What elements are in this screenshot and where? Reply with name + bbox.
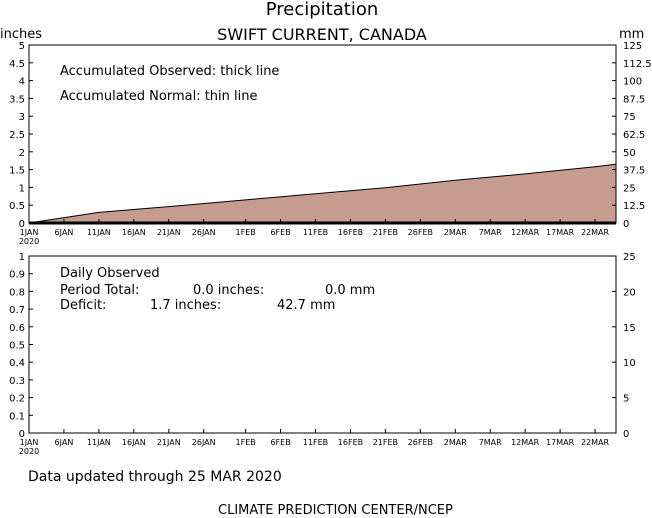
daily-right-tick-label: 20 — [623, 287, 636, 298]
daily-right-tick-label: 15 — [623, 323, 636, 334]
accumulated-left-tick-label: 1 — [19, 183, 25, 194]
accumulated-x-tick-label: 21JAN — [157, 228, 181, 237]
daily-right-tick-label: 0 — [623, 429, 629, 440]
period-total-label: Period Total: — [60, 283, 139, 298]
accumulated-right-tick-label: 112.5 — [623, 59, 652, 70]
accumulated-panel: 0 0.5 1 1.5 2 2.5 3 3.5 4 4.5 5 0 12.5 25 37.5 50 62.5 7… — [9, 41, 652, 246]
daily-left-tick-label: 0.2 — [9, 394, 25, 405]
daily-x-tick-label: 2MAR — [444, 438, 467, 447]
daily-x-tick-label: 6FEB — [270, 438, 290, 447]
accumulated-right-tick-label: 12.5 — [623, 201, 645, 212]
deficit-inches: 1.7 inches: — [150, 298, 221, 313]
accumulated-left-tick-label: 1.5 — [9, 166, 25, 177]
accumulated-left-tick-label: 0 — [19, 219, 25, 230]
right-units-label: mm — [619, 27, 644, 42]
daily-left-tick-label: 1 — [19, 252, 25, 263]
daily-panel: 0 0.1 0.2 0.3 0.4 0.5 0.6 0.7 0.8 0.9 1 0 5 10 15 20 25… — [9, 252, 636, 456]
deficit-mm: 42.7 mm — [277, 298, 335, 313]
daily-x-tick-label: 26JAN — [192, 438, 216, 447]
daily-right-tick-label: 5 — [623, 394, 629, 405]
daily-x-tick-label: 6JAN — [55, 438, 74, 447]
daily-x-tick-label: 17MAR — [546, 438, 575, 447]
accumulated-x-tick-label: 1JAN — [20, 228, 39, 237]
accumulated-right-tick-label: 62.5 — [623, 130, 645, 141]
daily-x-tick-label: 1JAN — [20, 438, 39, 447]
accumulated-normal-legend: Accumulated Normal: thin line — [60, 89, 258, 104]
accumulated-left-tick-label: 3 — [19, 112, 25, 123]
accumulated-x-tick-label: 21FEB — [373, 228, 398, 237]
daily-left-tick-label: 0.7 — [9, 305, 25, 316]
daily-x-tick-label: 7MAR — [479, 438, 502, 447]
daily-left-tick-label: 0.1 — [9, 411, 25, 422]
daily-left-tick-label: 0 — [19, 429, 25, 440]
daily-x-tick-label: 21JAN — [157, 438, 181, 447]
accumulated-right-tick-label: 75 — [623, 112, 636, 123]
accumulated-right-tick-label: 37.5 — [623, 166, 645, 177]
accumulated-left-tick-label: 4 — [19, 77, 25, 88]
daily-x-tick-label: 16FEB — [338, 438, 363, 447]
normal-line — [28, 163, 617, 224]
accumulated-right-tick-label: 125 — [623, 41, 642, 52]
daily-year-label: 2020 — [19, 447, 39, 456]
period-total-inches: 0.0 inches: — [193, 283, 264, 298]
accumulated-right-tick-label: 0 — [623, 219, 629, 230]
daily-x-tick-label: 16JAN — [122, 438, 146, 447]
accumulated-right-tick-label: 100 — [623, 77, 642, 88]
accumulated-x-tick-label: 16FEB — [338, 228, 363, 237]
accumulated-right-tick-label: 50 — [623, 148, 636, 159]
daily-left-tick-label: 0.5 — [9, 341, 25, 352]
accumulated-x-tick-label: 11FEB — [303, 228, 328, 237]
credit-line: CLIMATE PREDICTION CENTER/NCEP — [218, 503, 453, 518]
accumulated-left-tick-label: 0.5 — [9, 201, 25, 212]
accumulated-x-tick-label: 1FEB — [236, 228, 256, 237]
daily-x-tick-label: 11FEB — [303, 438, 328, 447]
deficit-label: Deficit: — [60, 298, 106, 313]
daily-x-tick-label: 22MAR — [581, 438, 610, 447]
accumulated-left-tick-label: 2 — [19, 148, 25, 159]
daily-right-tick-label: 10 — [623, 358, 636, 369]
accumulated-observed-legend: Accumulated Observed: thick line — [60, 64, 279, 79]
chart-subtitle: SWIFT CURRENT, CANADA — [217, 25, 427, 44]
accumulated-x-tick-label: 7MAR — [479, 228, 502, 237]
daily-x-tick-label: 26FEB — [408, 438, 433, 447]
chart-title: Precipitation — [266, 0, 379, 20]
daily-left-tick-label: 0.6 — [9, 323, 25, 334]
accumulated-x-tick-label: 17MAR — [546, 228, 575, 237]
daily-x-tick-label: 1FEB — [236, 438, 256, 447]
accumulated-left-tick-label: 2.5 — [9, 130, 25, 141]
daily-left-tick-label: 0.4 — [9, 358, 25, 369]
left-units-label: inches — [0, 27, 42, 42]
accumulated-x-tick-label: 11JAN — [87, 228, 111, 237]
accumulated-left-tick-label: 3.5 — [9, 94, 25, 105]
daily-right-tick-label: 25 — [623, 252, 636, 263]
accumulated-left-tick-label: 4.5 — [9, 59, 25, 70]
accumulated-x-tick-label: 26FEB — [408, 228, 433, 237]
accumulated-x-tick-label: 26JAN — [192, 228, 216, 237]
daily-left-tick-label: 0.8 — [9, 287, 25, 298]
accumulated-x-tick-label: 2MAR — [444, 228, 467, 237]
accumulated-left-tick-label: 5 — [19, 41, 25, 52]
daily-observed-heading: Daily Observed — [60, 266, 160, 281]
daily-left-tick-label: 0.3 — [9, 376, 25, 387]
daily-x-tick-label: 21FEB — [373, 438, 398, 447]
accumulated-x-tick-label: 12MAR — [511, 228, 540, 237]
accumulated-x-tick-label: 6JAN — [55, 228, 74, 237]
period-total-mm: 0.0 mm — [325, 283, 375, 298]
accumulated-x-tick-label: 6FEB — [270, 228, 290, 237]
accumulated-year-label: 2020 — [19, 237, 39, 246]
daily-x-tick-label: 11JAN — [87, 438, 111, 447]
daily-left-tick-label: 0.9 — [9, 270, 25, 281]
accumulated-x-tick-label: 22MAR — [581, 228, 610, 237]
accumulated-right-tick-label: 25 — [623, 183, 636, 194]
data-updated-note: Data updated through 25 MAR 2020 — [28, 469, 282, 485]
daily-x-tick-label: 12MAR — [511, 438, 540, 447]
accumulated-right-tick-label: 87.5 — [623, 94, 645, 105]
accumulated-x-tick-label: 16JAN — [122, 228, 146, 237]
